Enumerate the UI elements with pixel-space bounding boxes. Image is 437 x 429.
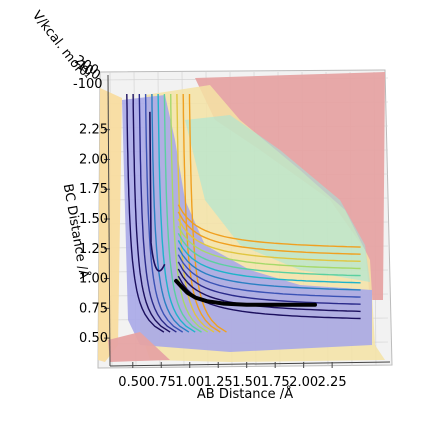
z-tick-label: -100 (73, 77, 103, 92)
x-tick-label: 1.50 (232, 375, 261, 390)
contour-line (177, 232, 361, 277)
y-tick-label: 1.25 (79, 242, 108, 257)
reaction-trajectory (174, 278, 317, 307)
contour-line (149, 111, 166, 272)
contour-line (182, 93, 221, 333)
x-tick-label: 1.25 (204, 375, 233, 390)
x-axis-label: AB Distance /Å (197, 386, 293, 402)
y-axis-line (107, 74, 111, 367)
contour-line (177, 254, 361, 298)
contour-line (177, 247, 361, 291)
contour-line (177, 268, 361, 313)
contour-line (177, 240, 361, 284)
contour-line (163, 93, 202, 333)
x-tick-label: 2.25 (318, 375, 347, 390)
y-tick-label: 1.00 (79, 272, 108, 287)
contour-line (144, 93, 184, 333)
contour-line (151, 93, 190, 333)
y-axis-ticks: 0.50 0.75 1.00 1.25 1.50 1.75 2.00 2.25 (79, 123, 110, 346)
contour-line (126, 93, 165, 333)
surface-teal-region (185, 115, 370, 282)
surface-left-edge (98, 88, 122, 362)
contour-line (177, 218, 361, 262)
contour-line (177, 225, 361, 270)
contour-line (138, 93, 177, 333)
x-tick-label: 1.75 (261, 375, 290, 390)
contour-line (177, 261, 361, 305)
contour-line (177, 204, 361, 248)
x-tick-label: 0.75 (147, 375, 176, 390)
x-tick-label: 1.00 (175, 375, 204, 390)
y-tick-label: 2.00 (79, 152, 108, 167)
x-axis-ticks: 0.50 0.75 1.00 1.25 1.50 1.75 2.00 2.25 (118, 362, 347, 390)
contour-lines (126, 93, 361, 333)
contour-line (170, 93, 209, 333)
y-tick-label: 2.25 (79, 123, 108, 138)
x-axis-line (109, 361, 391, 367)
x-tick-label: 2.00 (289, 375, 318, 390)
y-tick-label: 1.75 (79, 182, 108, 197)
y-tick-label: 0.75 (79, 301, 108, 316)
surface-bottom-edge (108, 332, 170, 362)
y-tick-label: 1.50 (79, 212, 108, 227)
contour-line (157, 93, 196, 333)
x-tick-label: 0.50 (118, 375, 147, 390)
z-axis-ticks: 200 100 0 -100 (72, 53, 103, 92)
contour-line (132, 93, 171, 333)
y-tick-label: 0.50 (79, 331, 108, 346)
contour-line (177, 211, 361, 255)
